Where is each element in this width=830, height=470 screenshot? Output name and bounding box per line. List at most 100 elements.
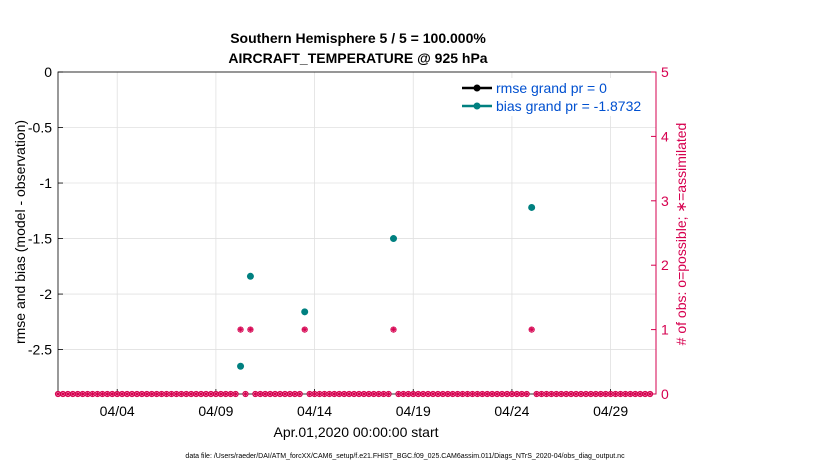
obs-assimilated-star — [509, 391, 515, 397]
y-tick-label: 0 — [44, 64, 52, 80]
bias-point — [237, 362, 245, 370]
obs-assimilated-star — [425, 391, 431, 397]
obs-assimilated-star — [55, 391, 61, 397]
obs-assimilated-star — [613, 391, 618, 397]
obs-assimilated-star — [647, 391, 653, 397]
obs-count-marker — [242, 390, 249, 398]
legend-label-rmse: rmse grand pr = 0 — [496, 80, 607, 96]
obs-assimilated-star — [573, 391, 579, 397]
obs-possible-circle — [390, 326, 397, 333]
obs-assimilated-star — [341, 391, 347, 397]
obs-assimilated-star — [593, 391, 599, 397]
obs-count-marker — [281, 390, 289, 398]
obs-assimilated-star — [618, 391, 623, 397]
obs-count-marker — [306, 390, 313, 398]
obs-count-marker — [370, 390, 377, 398]
obs-count-marker — [479, 390, 486, 398]
chart-subtitle: AIRCRAFT_TEMPERATURE @ 925 hPa — [228, 50, 487, 66]
obs-assimilated-star — [233, 391, 238, 397]
obs-assimilated-star — [411, 391, 416, 397]
obs-assimilated-star — [470, 391, 475, 397]
obs-assimilated-star — [391, 327, 396, 332]
obs-assimilated-star — [401, 391, 406, 397]
obs-count-marker — [183, 390, 190, 398]
obs-count-marker — [543, 390, 550, 398]
obs-count-marker — [163, 390, 170, 398]
obs-assimilated-star — [598, 391, 603, 397]
obs-assimilated-star — [307, 391, 312, 397]
obs-count-marker — [464, 390, 471, 398]
obs-count-marker — [193, 390, 200, 398]
obs-assimilated-star — [327, 391, 332, 397]
obs-count-marker — [592, 390, 599, 398]
obs-assimilated-star — [435, 391, 441, 397]
bias-point — [246, 272, 254, 280]
obs-assimilated-star — [302, 327, 307, 332]
obs-assimilated-star — [124, 391, 130, 397]
bias-point — [301, 308, 309, 316]
y-tick-label: -1.5 — [28, 231, 52, 247]
obs-count-marker — [257, 390, 264, 398]
obs-count-marker — [395, 390, 402, 398]
bias-point — [390, 235, 398, 243]
obs-count-marker — [548, 390, 555, 398]
obs-assimilated-star — [588, 391, 594, 397]
y-tick-label: -0.5 — [28, 120, 52, 136]
obs-possible-circle — [296, 390, 303, 398]
obs-assimilated-star — [258, 391, 263, 397]
obs-count-marker — [173, 390, 180, 398]
obs-count-marker — [168, 390, 175, 398]
obs-count-marker — [148, 390, 155, 398]
obs-count-marker — [518, 390, 525, 398]
y2-tick-label: 5 — [661, 64, 669, 80]
obs-count-marker — [454, 390, 461, 398]
obs-assimilated-star — [248, 327, 253, 332]
obs-count-marker — [286, 390, 293, 398]
y-axis-label: rmse and bias (model - observation) — [12, 120, 28, 344]
footnote: data file: /Users/raeder/DAI/ATM_forcXX/… — [185, 453, 625, 460]
obs-count-marker — [449, 390, 456, 398]
obs-assimilated-star — [475, 391, 480, 397]
obs-assimilated-star — [514, 391, 520, 397]
obs-assimilated-star — [549, 391, 554, 397]
obs-count-marker — [444, 390, 451, 398]
obs-count-marker — [138, 390, 145, 398]
obs-assimilated-star — [499, 391, 505, 397]
obs-count-marker — [632, 390, 639, 398]
obs-count-marker — [296, 390, 303, 398]
obs-assimilated-star — [381, 391, 386, 397]
obs-count-marker — [498, 390, 506, 398]
y2-tick-label: 1 — [661, 322, 669, 338]
obs-assimilated-star — [524, 391, 529, 397]
obs-assimilated-star — [519, 391, 524, 397]
obs-count-marker — [109, 390, 116, 398]
obs-assimilated-star — [608, 391, 613, 397]
obs-count-marker — [222, 390, 229, 398]
obs-count-marker — [424, 390, 432, 398]
obs-assimilated-star — [603, 391, 608, 397]
obs-count-marker — [143, 390, 150, 398]
obs-assimilated-star — [139, 391, 145, 397]
obs-assimilated-star — [70, 391, 76, 397]
obs-assimilated-star — [440, 391, 446, 397]
obs-count-marker — [410, 390, 417, 398]
obs-count-marker — [336, 390, 343, 398]
obs-assimilated-star — [60, 391, 66, 397]
obs-assimilated-star — [129, 391, 135, 397]
obs-count-marker — [84, 390, 91, 398]
y-tick-label: -1 — [40, 175, 53, 191]
obs-count-marker — [64, 390, 71, 398]
obs-count-marker — [79, 390, 86, 398]
obs-assimilated-star — [420, 391, 426, 397]
obs-assimilated-star — [415, 391, 421, 397]
obs-count-marker — [262, 390, 269, 398]
obs-count-marker — [227, 390, 234, 398]
grid-lines — [58, 71, 656, 394]
obs-count-marker — [508, 390, 516, 398]
obs-assimilated-star — [297, 391, 302, 397]
obs-count-marker — [365, 390, 372, 398]
obs-assimilated-star — [564, 391, 569, 397]
obs-count-marker — [355, 390, 363, 398]
obs-count-marker — [104, 390, 111, 398]
